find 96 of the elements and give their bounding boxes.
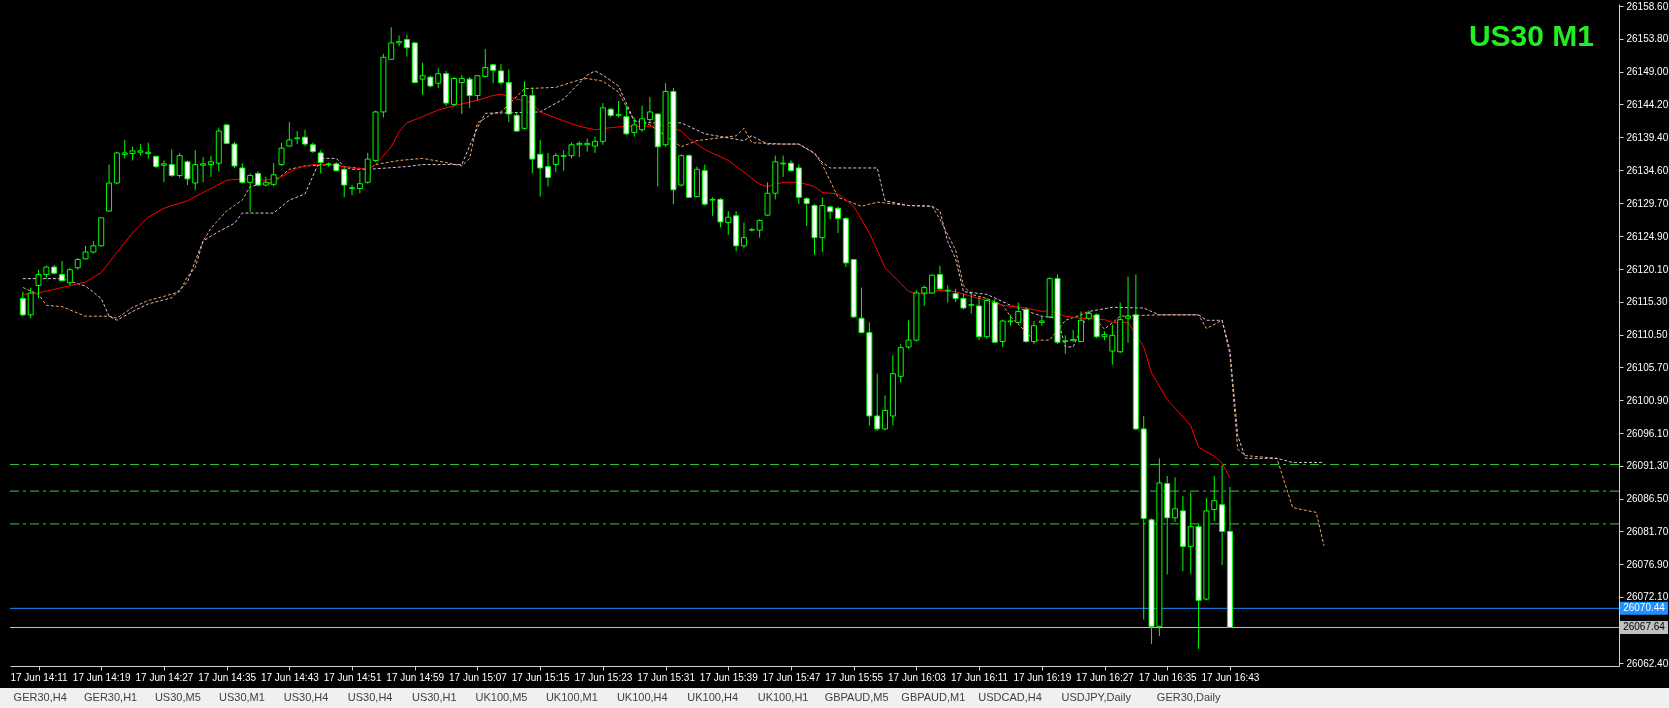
x-tick-label: 17 Jun 14:19 (72, 671, 132, 683)
candlestick (936, 265, 943, 291)
candlestick (396, 34, 403, 47)
y-tick-label: 26072.10 (1626, 591, 1669, 603)
candlestick (882, 394, 889, 431)
x-tick-label: 17 Jun 14:51 (323, 671, 382, 683)
candlestick (780, 155, 787, 178)
text: US30,H4 (347, 691, 393, 703)
candlestick (552, 152, 559, 173)
x-tick-label: 17 Jun 16:27 (1076, 671, 1135, 683)
y-tick-label: 26139.40 (1626, 131, 1669, 143)
x-tick-label: 17 Jun 15:23 (574, 671, 633, 683)
text: GER30,Daily (1156, 691, 1221, 703)
candlestick (803, 196, 810, 227)
y-tick-label: 26110.50 (1626, 329, 1668, 341)
y-tick-label: 26100.90 (1626, 394, 1669, 406)
candlestick (490, 63, 497, 84)
x-tick-label: 17 Jun 16:03 (887, 671, 947, 683)
ref-line-label: 26070.44 (1623, 602, 1666, 614)
candlestick (740, 222, 747, 249)
y-tick-label: 26105.70 (1626, 361, 1669, 373)
candlestick (286, 121, 293, 148)
x-tick-label: 17 Jun 15:39 (699, 671, 759, 683)
candlestick (1125, 276, 1132, 344)
text: UK100,H1 (757, 691, 809, 703)
candlestick (1172, 476, 1179, 523)
text: UK100,H4 (616, 691, 668, 703)
candlestick (356, 170, 363, 194)
candlestick (497, 63, 504, 86)
text: US30 M1 (1468, 19, 1594, 52)
x-tick-label: 17 Jun 16:11 (951, 671, 1009, 683)
text: USDCAD,H4 (978, 691, 1042, 703)
candlestick (317, 149, 324, 174)
candlestick (239, 162, 246, 185)
candlestick (537, 139, 544, 198)
y-tick-label: 26134.60 (1626, 164, 1669, 176)
candlestick (1211, 475, 1218, 522)
y-tick-label: 26144.20 (1626, 98, 1669, 110)
text: US30,H1 (411, 691, 457, 703)
text: US30,M5 (154, 691, 201, 703)
y-tick-label: 26086.50 (1626, 493, 1669, 505)
x-tick-label: 17 Jun 14:43 (260, 671, 320, 683)
candlestick (1078, 310, 1084, 343)
candlestick (270, 162, 277, 187)
x-tick-label: 17 Jun 15:07 (449, 671, 508, 683)
y-tick-label: 26062.40 (1626, 657, 1669, 669)
candlestick (349, 184, 356, 196)
candlestick (200, 156, 207, 183)
x-tick-label: 17 Jun 16:19 (1013, 671, 1072, 683)
text: UK100,M5 (475, 691, 528, 703)
y-tick-label: 26115.30 (1626, 296, 1668, 308)
x-tick-label: 17 Jun 16:43 (1201, 671, 1260, 683)
text: GER30,H1 (84, 691, 138, 703)
candlestick (27, 287, 34, 319)
x-tick-label: 17 Jun 14:27 (135, 671, 194, 683)
candlestick (278, 142, 285, 167)
x-tick-label: 17 Jun 16:35 (1138, 671, 1198, 683)
x-tick-label: 17 Jun 15:55 (825, 671, 884, 683)
text: UK100,H4 (687, 691, 739, 703)
text: GBPAUD,M1 (901, 691, 966, 703)
text: US30,H4 (283, 691, 329, 703)
x-tick-label: 17 Jun 14:11 (10, 671, 68, 683)
y-tick-label: 26096.10 (1626, 427, 1669, 439)
candlestick (160, 159, 167, 183)
y-tick-label: 26124.90 (1626, 230, 1669, 242)
candlestick (1030, 320, 1037, 345)
y-tick-label: 26081.70 (1626, 525, 1669, 537)
y-tick-label: 26091.30 (1626, 460, 1669, 472)
text: UK100,M1 (545, 691, 598, 703)
y-tick-label: 26153.80 (1626, 33, 1669, 45)
y-tick-label: 26158.60 (1626, 0, 1669, 12)
candlestick (592, 136, 599, 154)
candlestick (944, 284, 951, 304)
candlestick (646, 96, 653, 123)
candlestick (302, 129, 309, 147)
text: US30,M1 (219, 691, 265, 703)
y-tick-label: 26120.10 (1626, 263, 1669, 275)
x-tick-label: 17 Jun 14:35 (198, 671, 257, 683)
y-tick-label: 26149.00 (1626, 66, 1669, 78)
candlestick (247, 172, 254, 213)
candlestick (639, 105, 646, 133)
text: GER30,H4 (13, 691, 67, 703)
candlestick (403, 34, 410, 58)
text: GBPAUD,M5 (824, 691, 889, 703)
ref-line-label: 26067.64 (1623, 621, 1666, 633)
x-tick-label: 17 Jun 15:31 (637, 671, 696, 683)
candlestick (545, 152, 551, 187)
candlestick (835, 206, 842, 234)
x-tick-label: 17 Jun 15:47 (762, 671, 821, 683)
x-tick-label: 17 Jun 14:59 (386, 671, 445, 683)
candlestick (207, 155, 214, 178)
y-tick-label: 26129.70 (1626, 197, 1669, 209)
x-tick-label: 17 Jun 15:15 (511, 671, 571, 683)
y-tick-label: 26076.90 (1626, 558, 1669, 570)
candlestick (19, 291, 26, 317)
text: USDJPY,Daily (1061, 691, 1132, 703)
